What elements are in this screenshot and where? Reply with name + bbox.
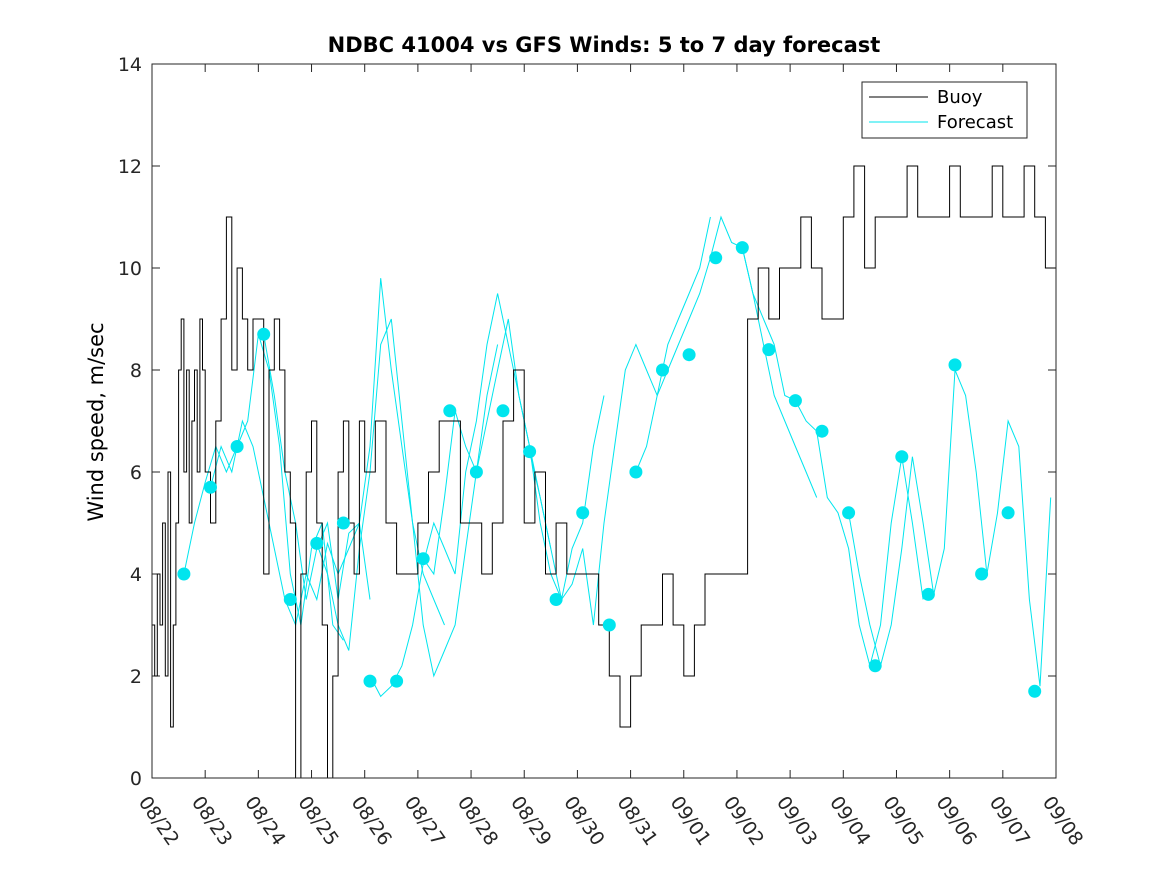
forecast-marker: [842, 506, 856, 520]
forecast-marker: [709, 251, 723, 265]
forecast-marker: [735, 241, 749, 255]
forecast-marker: [443, 404, 457, 418]
legend-label-buoy: Buoy: [937, 87, 983, 108]
y-tick-label: 14: [118, 54, 142, 76]
forecast-marker: [177, 567, 191, 581]
forecast-marker: [788, 394, 802, 408]
y-tick-label: 10: [118, 258, 142, 280]
forecast-marker: [762, 343, 776, 357]
forecast-marker: [815, 424, 829, 438]
axis-ticks: [151, 63, 1057, 779]
y-tick-label: 12: [118, 156, 142, 178]
y-tick-label: 8: [130, 360, 142, 382]
forecast-marker: [283, 593, 297, 606]
forecast-run-8: [741, 247, 924, 668]
forecast-marker: [523, 445, 537, 459]
plot-frame: [151, 63, 1057, 779]
plot-area: [152, 64, 1056, 778]
forecast-run-3: [316, 318, 499, 678]
forecast-marker: [975, 567, 989, 581]
y-tick-label: 6: [130, 462, 142, 484]
forecast-marker: [948, 358, 962, 372]
forecast-marker: [602, 618, 616, 632]
legend: Buoy Forecast: [861, 81, 1028, 139]
forecast-marker: [629, 465, 643, 479]
forecast-marker: [656, 363, 669, 377]
forecast-marker: [895, 450, 909, 464]
chart-title: NDBC 41004 vs GFS Winds: 5 to 7 day fore…: [328, 33, 881, 57]
forecast-run-5: [422, 318, 605, 602]
legend-label-forecast: Forecast: [937, 112, 1013, 133]
forecast-marker: [230, 440, 244, 453]
forecast-marker: [1028, 684, 1042, 698]
y-tick-labels: 0 2 4 6 8 10 12 14: [118, 54, 142, 790]
forecast-marker: [549, 593, 563, 606]
y-tick-label: 4: [130, 564, 142, 586]
forecast-marker: [204, 480, 217, 494]
forecast-marker: [390, 674, 404, 688]
forecast-marker: [576, 506, 590, 520]
legend-box: [861, 81, 1028, 139]
buoy-series-line: [152, 165, 1056, 779]
forecast-markers: [177, 241, 1042, 698]
y-tick-label: 2: [130, 666, 142, 688]
forecast-marker: [1001, 506, 1015, 520]
forecast-marker: [363, 674, 377, 688]
forecast-marker: [336, 516, 350, 530]
y-tick-label: 0: [130, 768, 142, 790]
forecast-marker: [868, 659, 882, 673]
forecast-marker: [496, 404, 510, 418]
forecast-marker: [921, 587, 935, 601]
forecast-run-6: [529, 216, 711, 626]
forecast-marker: [682, 348, 696, 362]
forecast-marker: [257, 327, 271, 341]
forecast-marker: [310, 536, 324, 550]
y-axis-label: Wind speed, m/sec: [84, 322, 108, 521]
forecast-run-9: [848, 369, 1052, 687]
forecast-marker: [469, 465, 483, 479]
forecast-marker: [416, 552, 430, 566]
